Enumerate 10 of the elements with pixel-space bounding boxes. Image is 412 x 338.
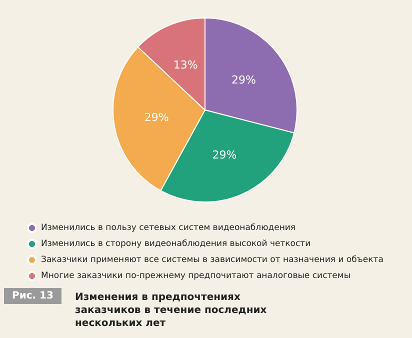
- text: Рис. 13: [12, 290, 54, 302]
- text: Изменения в предпочтениях заказчиков в течение последних нескольких лет: [75, 292, 270, 329]
- legend-label: Изменились в сторону видеонаблюдения высокой четкости: [41, 239, 311, 249]
- legend-label: Многие заказчики по-прежнему предпочитают аналоговые системы: [41, 271, 351, 281]
- legend-label: Заказчики применяют все системы в зависимости от назначения и объекта: [41, 255, 384, 265]
- data-label: 29%: [231, 73, 256, 86]
- data-label: 29%: [212, 148, 237, 162]
- data-label: 29%: [144, 111, 169, 124]
- legend-label: Изменились в пользу сетевых систем видеонаблюдения: [41, 223, 296, 233]
- data-label: 13%: [173, 58, 198, 72]
